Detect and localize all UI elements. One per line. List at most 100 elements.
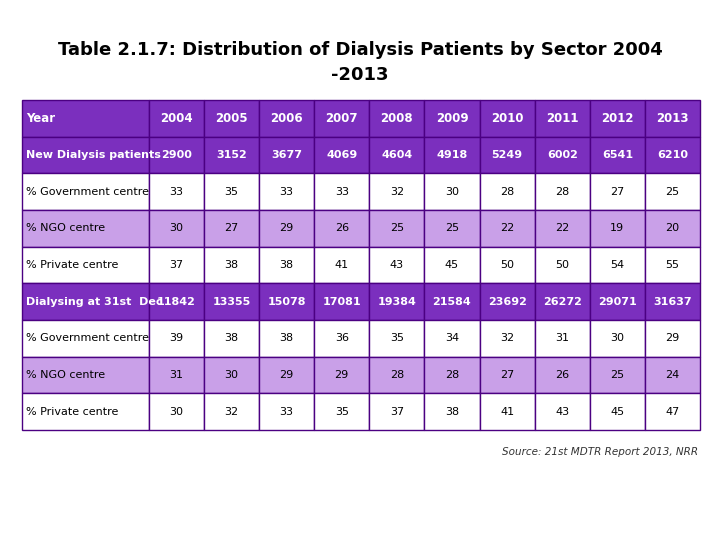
Text: 36: 36 [335, 333, 348, 343]
Text: 17081: 17081 [323, 296, 361, 307]
Text: 27: 27 [225, 224, 238, 233]
Text: % Government centre: % Government centre [26, 333, 149, 343]
Text: 38: 38 [225, 333, 238, 343]
Bar [149, 173, 204, 210]
Text: New Dialysis patients: New Dialysis patients [26, 150, 161, 160]
Bar [22, 210, 149, 247]
Bar [22, 284, 149, 320]
Bar [535, 356, 590, 393]
Bar [259, 210, 314, 247]
Bar [535, 247, 590, 284]
Bar [535, 284, 590, 320]
Text: 4918: 4918 [436, 150, 467, 160]
Text: Source: 21st MDTR Report 2013, NRR: Source: 21st MDTR Report 2013, NRR [502, 447, 698, 457]
Bar [314, 320, 369, 356]
Bar [480, 320, 535, 356]
Bar [645, 247, 700, 284]
Bar [369, 137, 424, 173]
Text: 50: 50 [555, 260, 570, 270]
Bar [22, 320, 149, 356]
Bar [369, 173, 424, 210]
Text: 11842: 11842 [157, 296, 196, 307]
Text: 33: 33 [279, 187, 294, 197]
Text: 29071: 29071 [598, 296, 636, 307]
Text: 13355: 13355 [212, 296, 251, 307]
Bar [480, 100, 535, 137]
Bar [480, 210, 535, 247]
Text: 27: 27 [500, 370, 514, 380]
Text: 38: 38 [279, 260, 294, 270]
Text: 25: 25 [390, 224, 404, 233]
Text: 2006: 2006 [270, 112, 303, 125]
Text: 35: 35 [390, 333, 404, 343]
Text: 31637: 31637 [653, 296, 692, 307]
Text: 30: 30 [225, 370, 238, 380]
Text: 2005: 2005 [215, 112, 248, 125]
Bar [590, 356, 645, 393]
Bar [590, 137, 645, 173]
Bar [204, 100, 259, 137]
Bar [204, 356, 259, 393]
Text: 30: 30 [169, 407, 184, 417]
Text: 3152: 3152 [216, 150, 247, 160]
Text: Dialysing at 31st  Dec: Dialysing at 31st Dec [26, 296, 163, 307]
Text: % Private centre: % Private centre [26, 260, 118, 270]
Text: 38: 38 [225, 260, 238, 270]
Text: 30: 30 [169, 224, 184, 233]
Text: 35: 35 [225, 187, 238, 197]
Text: 20: 20 [665, 224, 680, 233]
Bar [424, 173, 480, 210]
Text: Year: Year [26, 112, 55, 125]
Bar [204, 173, 259, 210]
Text: % Government centre: % Government centre [26, 187, 149, 197]
Bar [259, 137, 314, 173]
Text: 31: 31 [169, 370, 184, 380]
Bar [535, 137, 590, 173]
Text: 47: 47 [665, 407, 680, 417]
Bar [204, 284, 259, 320]
Text: 29: 29 [665, 333, 680, 343]
Text: 29: 29 [279, 370, 294, 380]
Text: 3677: 3677 [271, 150, 302, 160]
Bar [149, 210, 204, 247]
Text: 21584: 21584 [433, 296, 472, 307]
Text: 26: 26 [555, 370, 570, 380]
Bar [590, 320, 645, 356]
Bar [149, 393, 204, 430]
Bar [204, 210, 259, 247]
Bar [535, 100, 590, 137]
Bar [424, 137, 480, 173]
Text: 25: 25 [445, 224, 459, 233]
Text: 37: 37 [169, 260, 184, 270]
Text: 30: 30 [445, 187, 459, 197]
Text: 23692: 23692 [487, 296, 526, 307]
Bar [259, 393, 314, 430]
Text: 22: 22 [500, 224, 514, 233]
Bar [369, 393, 424, 430]
Bar [314, 356, 369, 393]
Bar [535, 393, 590, 430]
Bar [259, 247, 314, 284]
Bar [645, 210, 700, 247]
Bar [149, 284, 204, 320]
Text: 29: 29 [279, 224, 294, 233]
Bar [204, 137, 259, 173]
Text: 37: 37 [390, 407, 404, 417]
Bar [645, 284, 700, 320]
Text: % NGO centre: % NGO centre [26, 224, 105, 233]
Bar [590, 247, 645, 284]
Bar [149, 247, 204, 284]
Text: 31: 31 [555, 333, 570, 343]
Bar [149, 356, 204, 393]
Bar [369, 284, 424, 320]
Text: 5249: 5249 [492, 150, 523, 160]
Bar [645, 320, 700, 356]
Text: 28: 28 [500, 187, 514, 197]
Bar [424, 393, 480, 430]
Text: 33: 33 [169, 187, 184, 197]
Bar [480, 284, 535, 320]
Text: % NGO centre: % NGO centre [26, 370, 105, 380]
Bar [369, 100, 424, 137]
Bar [590, 100, 645, 137]
Text: 6210: 6210 [657, 150, 688, 160]
